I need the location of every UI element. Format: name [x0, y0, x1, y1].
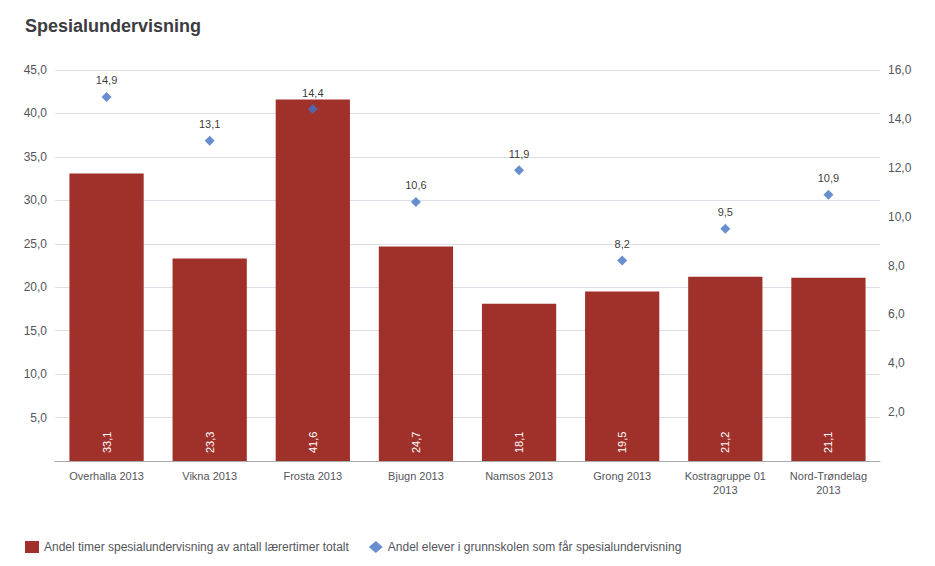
svg-text:25,0: 25,0: [24, 237, 48, 251]
svg-text:Grong 2013: Grong 2013: [593, 470, 651, 482]
svg-text:15,0: 15,0: [24, 324, 48, 338]
svg-text:Namsos 2013: Namsos 2013: [485, 470, 553, 482]
svg-text:45,0: 45,0: [24, 63, 48, 77]
svg-text:Vikna 2013: Vikna 2013: [182, 470, 237, 482]
svg-text:8,0: 8,0: [888, 259, 905, 273]
svg-text:4,0: 4,0: [888, 356, 905, 370]
svg-text:23,3: 23,3: [204, 432, 216, 453]
svg-text:11,9: 11,9: [509, 148, 530, 160]
svg-text:10,6: 10,6: [405, 179, 426, 191]
svg-text:Bjugn 2013: Bjugn 2013: [388, 470, 444, 482]
svg-text:21,1: 21,1: [822, 432, 834, 453]
svg-text:33,1: 33,1: [101, 432, 113, 453]
svg-text:13,1: 13,1: [199, 118, 220, 130]
svg-text:9,5: 9,5: [718, 206, 733, 218]
svg-text:24,7: 24,7: [410, 432, 422, 453]
svg-text:19,5: 19,5: [616, 432, 628, 453]
svg-text:2013: 2013: [713, 484, 737, 496]
svg-text:21,2: 21,2: [719, 432, 731, 453]
svg-text:2013: 2013: [816, 484, 840, 496]
svg-text:14,9: 14,9: [96, 74, 117, 86]
svg-text:10,9: 10,9: [818, 172, 839, 184]
svg-text:6,0: 6,0: [888, 307, 905, 321]
svg-text:8,2: 8,2: [615, 238, 630, 250]
svg-text:12,0: 12,0: [888, 161, 912, 175]
svg-text:18,1: 18,1: [513, 432, 525, 453]
svg-text:Nord-Trøndelag: Nord-Trøndelag: [790, 470, 867, 482]
svg-text:Andel timer spesialundervisnin: Andel timer spesialundervisning av antal…: [44, 540, 349, 554]
svg-text:40,0: 40,0: [24, 106, 48, 120]
svg-text:20,0: 20,0: [24, 280, 48, 294]
svg-text:35,0: 35,0: [24, 150, 48, 164]
svg-text:41,6: 41,6: [307, 432, 319, 453]
svg-text:Spesialundervisning: Spesialundervisning: [25, 16, 201, 36]
svg-text:14,0: 14,0: [888, 112, 912, 126]
svg-text:10,0: 10,0: [24, 367, 48, 381]
svg-text:Overhalla 2013: Overhalla 2013: [69, 470, 144, 482]
svg-text:14,4: 14,4: [302, 87, 323, 99]
svg-text:16,0: 16,0: [888, 63, 912, 77]
svg-text:10,0: 10,0: [888, 210, 912, 224]
svg-text:2,0: 2,0: [888, 405, 905, 419]
svg-text:30,0: 30,0: [24, 193, 48, 207]
svg-text:Kostragruppe 01: Kostragruppe 01: [685, 470, 766, 482]
svg-text:Frosta 2013: Frosta 2013: [283, 470, 342, 482]
svg-text:Andel elever i grunnskolen som: Andel elever i grunnskolen som får spesi…: [388, 540, 682, 554]
svg-text:5,0: 5,0: [30, 411, 47, 425]
